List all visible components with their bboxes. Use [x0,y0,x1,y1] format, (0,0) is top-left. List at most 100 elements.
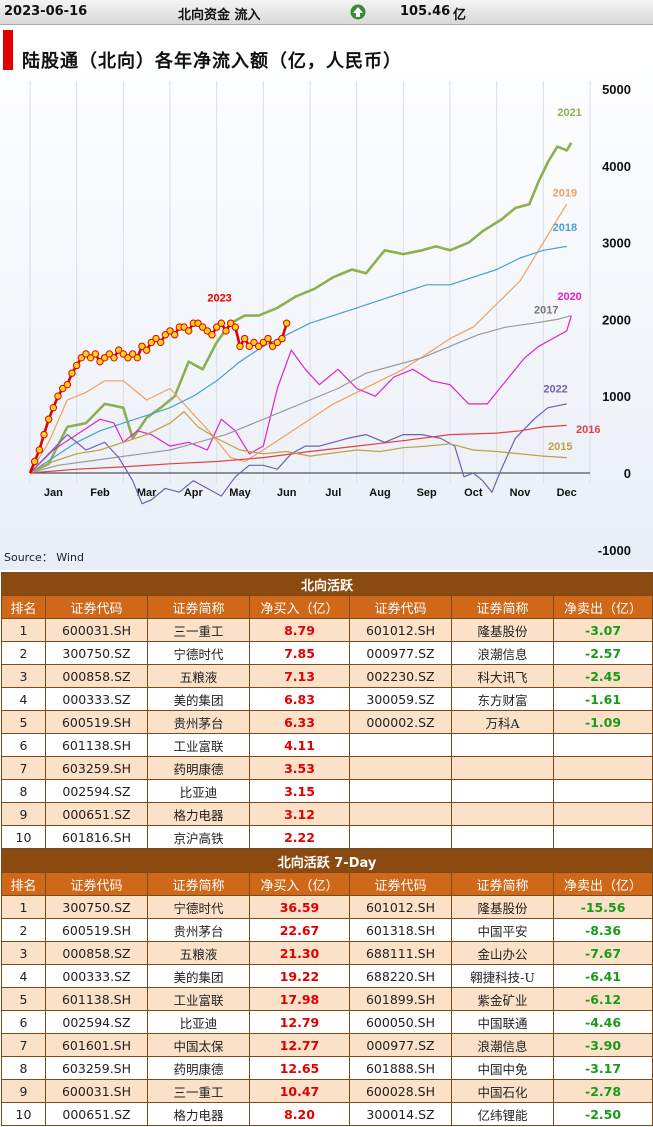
sell-name-cell: 科大讯飞 [451,664,554,688]
title-accent [3,30,13,70]
series-label: 2020 [557,291,581,303]
sell-name-cell: 翱捷科技-U [451,964,554,988]
line-chart: 5000 4000 3000 2000 1000 0 -1000 Jan Feb Mar Apr Ma… [28,81,631,558]
x-tick-label: Oct [464,487,483,499]
series-point-2023 [105,350,114,358]
net-sell-cell: -8.36 [552,918,653,942]
rank-cell: 1 [1,618,46,642]
series-line-2017 [29,315,572,474]
northbound-active-7day-table: 北向活跃 7-Day 排名 证券代码 证券简称 净买入（亿） 证券代码 证券简称 净卖出（亿）… [0,849,653,1126]
net-buy-cell: 12.65 [249,1056,350,1080]
series-point-2023 [194,319,202,327]
buy-code-cell: 601601.SH [45,1033,148,1057]
buy-code-cell: 601138.SH [45,987,148,1011]
column-header: 排名 [1,595,46,619]
column-header: 证券简称 [451,872,554,896]
buy-code-cell: 600519.SH [45,918,148,942]
net-buy-cell: 19.22 [249,964,350,988]
table-title: 北向活跃 7-Day [0,849,653,873]
column-header: 证券简称 [147,595,250,619]
sell-code-cell [349,825,452,849]
buy-code-cell: 002594.SZ [45,779,148,803]
buy-code-cell: 000651.SZ [45,802,148,826]
table-row: 5 601138.SH 工业富联 17.98 601899.SH 紫金矿业 -6.12 [1,987,653,1011]
sell-name-cell: 金山办公 [451,941,554,965]
series-point-2023 [198,323,207,331]
table-row: 10 601816.SH 京沪高铁 2.22 [1,825,653,849]
sell-name-cell: 东方财富 [451,687,554,711]
series-point-2023 [40,430,48,439]
buy-code-cell: 603259.SH [45,756,148,780]
series-label: 2015 [548,441,572,453]
sell-name-cell: 中国联通 [451,1010,554,1034]
buy-code-cell: 300750.SZ [45,641,148,665]
sell-name-cell [451,733,554,757]
net-buy-cell: 3.53 [249,756,350,780]
sell-code-cell: 688111.SH [349,941,452,965]
rank-cell: 5 [1,987,46,1011]
buy-name-cell: 格力电器 [147,1102,250,1126]
series-label: 2021 [557,107,581,119]
series-point-2023 [278,334,286,343]
buy-name-cell: 贵州茅台 [147,710,250,734]
series-point-2023 [231,323,240,331]
column-header: 证券简称 [451,595,554,619]
net-sell-cell: -7.67 [552,941,653,965]
net-buy-cell: 8.79 [249,618,350,642]
sell-code-cell: 300014.SZ [349,1102,452,1126]
sell-code-cell [349,733,452,757]
series-point-2023 [208,331,216,339]
sell-name-cell: 浪潮信息 [451,1033,554,1057]
net-buy-cell: 22.67 [249,918,350,942]
series-point-2023 [82,350,90,358]
x-tick-label: Aug [369,487,390,499]
net-buy-cell: 36.59 [249,895,350,919]
series-point-2023 [254,342,263,350]
chart-title: 陆股通（北向）各年净流入额（亿，人民币） [22,51,402,72]
rank-cell: 4 [1,687,46,711]
table-row: 5 600519.SH 贵州茅台 6.33 000002.SZ 万科A -1.09 [1,710,653,734]
net-sell-cell: -6.41 [552,964,653,988]
y-tick-label: 2000 [602,312,631,327]
buy-name-cell: 药明康德 [147,756,250,780]
series-line-2016 [29,424,567,474]
table-row: 2 300750.SZ 宁德时代 7.85 000977.SZ 浪潮信息 -2.57 [1,641,653,665]
series-point-2023 [282,319,291,327]
rank-cell: 3 [1,664,46,688]
sell-name-cell: 中国石化 [451,1079,554,1103]
series-label: 2017 [534,304,558,316]
buy-code-cell: 000333.SZ [45,687,148,711]
sell-code-cell: 002230.SZ [349,664,452,688]
series-point-2023 [222,327,230,335]
header-label: 北向资金 流入 [178,8,261,23]
series-point-2023 [250,338,258,347]
net-sell-cell [552,756,653,780]
x-tick-label: Sep [417,487,437,499]
sell-name-cell: 浪潮信息 [451,641,554,665]
buy-name-cell: 工业富联 [147,733,250,757]
series-point-2023 [226,319,235,327]
series-point-2023 [259,338,268,347]
buy-name-cell: 五粮液 [147,664,250,688]
sell-code-cell: 000977.SZ [349,1033,452,1057]
rank-cell: 8 [1,779,46,803]
net-sell-cell: -1.61 [552,687,653,711]
column-header: 证券代码 [349,872,452,896]
sell-name-cell: 隆基股份 [451,618,554,642]
sell-name-cell: 中国平安 [451,918,554,942]
series-point-2023 [128,350,137,358]
rank-cell: 7 [1,756,46,780]
series-point-2023 [63,380,72,389]
net-sell-cell: -2.50 [552,1102,653,1126]
column-header: 证券代码 [45,872,148,896]
series-line-2020 [29,315,572,474]
series-label: 2018 [553,222,577,234]
sell-code-cell: 000977.SZ [349,641,452,665]
sell-name-cell: 亿纬锂能 [451,1102,554,1126]
x-tick-label: Feb [90,487,110,499]
series-point-2023 [212,323,221,331]
y-tick-label: -1000 [598,543,631,558]
header-bar: 2023-06-16 北向资金 流入 105.46 亿 [0,0,653,25]
series-point-2023 [30,457,39,466]
rank-cell: 6 [1,733,46,757]
